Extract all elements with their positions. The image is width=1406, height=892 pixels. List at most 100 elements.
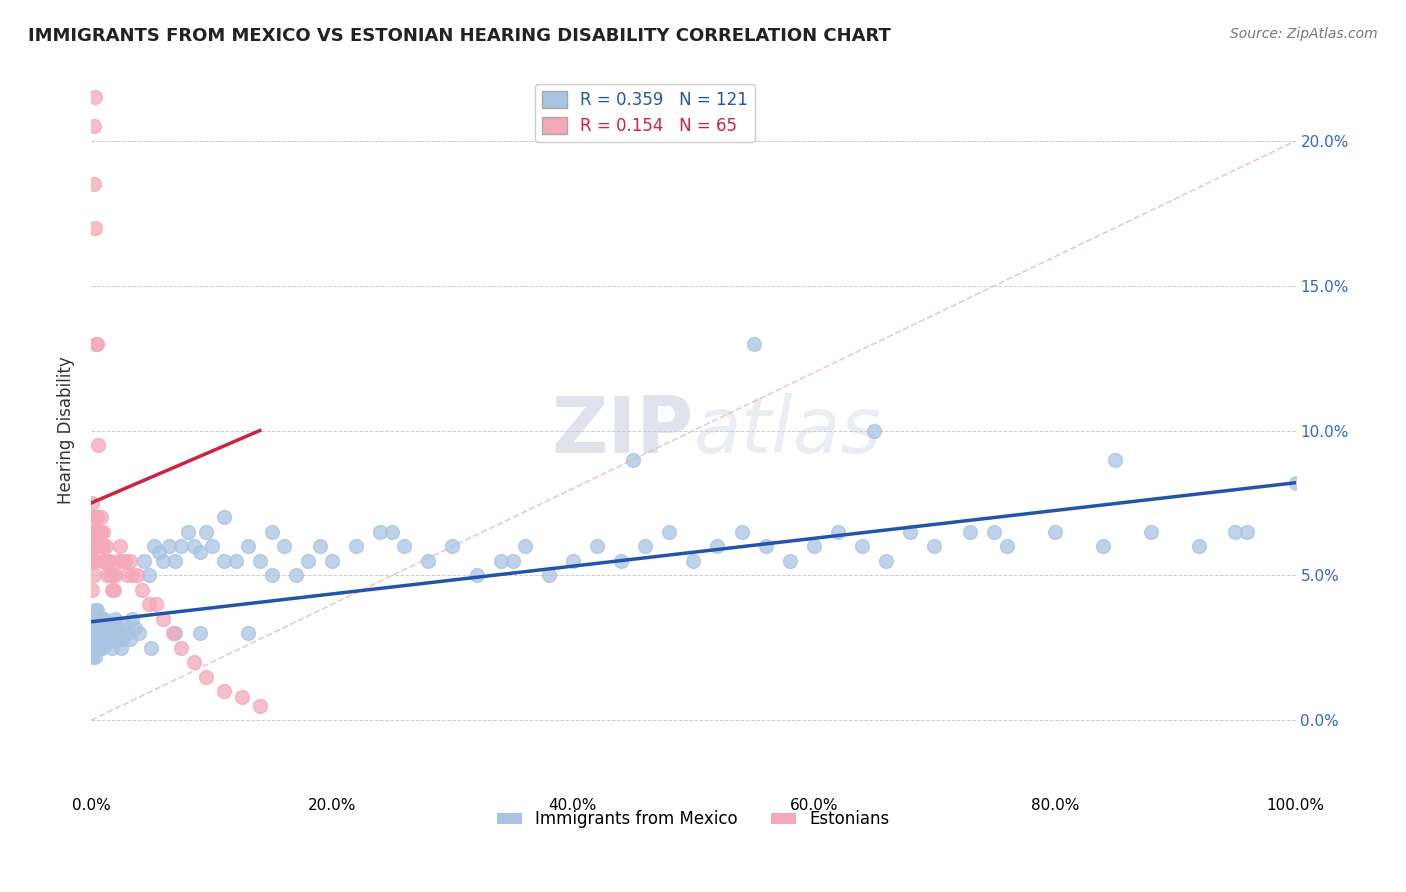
Point [959, 524, 981, 539]
Y-axis label: Hearing Disability: Hearing Disability [58, 357, 75, 505]
Point [586, 540, 609, 554]
Point [91, 554, 114, 568]
Point [105, 626, 128, 640]
Point [249, 554, 271, 568]
Point [141, 640, 163, 655]
Point [260, 568, 283, 582]
Point [124, 621, 146, 635]
Point [87, 438, 110, 452]
Point [225, 554, 247, 568]
Point [84, 540, 107, 554]
Point [114, 554, 136, 568]
Point [100, 568, 122, 582]
Point [101, 568, 124, 582]
Point [125, 568, 148, 582]
Point [231, 690, 253, 704]
Point [91, 540, 114, 554]
Point [83, 510, 105, 524]
Point [83, 603, 105, 617]
Point [779, 554, 801, 568]
Point [200, 540, 222, 554]
Point [284, 568, 307, 582]
Point [110, 640, 132, 655]
Point [212, 554, 235, 568]
Point [183, 656, 205, 670]
Point [82, 554, 104, 568]
Point [82, 626, 104, 640]
Point [706, 540, 728, 554]
Point [134, 554, 156, 568]
Point [321, 554, 343, 568]
Point [82, 496, 104, 510]
Point [465, 568, 488, 582]
Point [100, 640, 122, 655]
Point [83, 178, 105, 192]
Point [90, 510, 112, 524]
Point [83, 554, 105, 568]
Point [394, 540, 416, 554]
Point [108, 626, 131, 640]
Point [344, 540, 367, 554]
Point [104, 568, 127, 582]
Point [145, 598, 167, 612]
Point [165, 626, 187, 640]
Point [188, 545, 211, 559]
Point [86, 640, 108, 655]
Legend: Immigrants from Mexico, Estonians: Immigrants from Mexico, Estonians [491, 804, 897, 835]
Point [82, 632, 104, 647]
Text: ZIP: ZIP [551, 392, 693, 468]
Point [103, 582, 125, 597]
Point [104, 612, 127, 626]
Point [128, 626, 150, 640]
Point [86, 621, 108, 635]
Point [84, 612, 107, 626]
Point [682, 554, 704, 568]
Point [87, 635, 110, 649]
Point [91, 640, 114, 655]
Point [152, 612, 174, 626]
Point [84, 632, 107, 647]
Point [91, 621, 114, 635]
Point [236, 540, 259, 554]
Point [91, 524, 114, 539]
Point [875, 554, 897, 568]
Point [1236, 524, 1258, 539]
Point [89, 617, 111, 632]
Point [90, 524, 112, 539]
Text: IMMIGRANTS FROM MEXICO VS ESTONIAN HEARING DISABILITY CORRELATION CHART: IMMIGRANTS FROM MEXICO VS ESTONIAN HEARI… [28, 27, 891, 45]
Point [84, 336, 107, 351]
Point [97, 617, 120, 632]
Point [489, 554, 512, 568]
Point [121, 568, 143, 582]
Point [87, 540, 110, 554]
Point [82, 612, 104, 626]
Point [83, 568, 105, 582]
Point [742, 336, 765, 351]
Point [83, 90, 105, 104]
Point [84, 524, 107, 539]
Point [107, 632, 129, 647]
Point [513, 540, 536, 554]
Point [82, 540, 104, 554]
Point [83, 510, 105, 524]
Point [86, 336, 108, 351]
Point [96, 568, 118, 582]
Text: atlas: atlas [693, 392, 882, 468]
Point [621, 452, 644, 467]
Point [118, 632, 141, 647]
Point [165, 554, 187, 568]
Point [117, 626, 139, 640]
Point [83, 554, 105, 568]
Point [273, 540, 295, 554]
Point [84, 510, 107, 524]
Point [188, 626, 211, 640]
Point [93, 612, 115, 626]
Point [260, 524, 283, 539]
Point [561, 554, 583, 568]
Point [83, 632, 105, 647]
Point [83, 635, 105, 649]
Point [170, 640, 193, 655]
Point [108, 621, 131, 635]
Point [91, 540, 114, 554]
Point [827, 524, 849, 539]
